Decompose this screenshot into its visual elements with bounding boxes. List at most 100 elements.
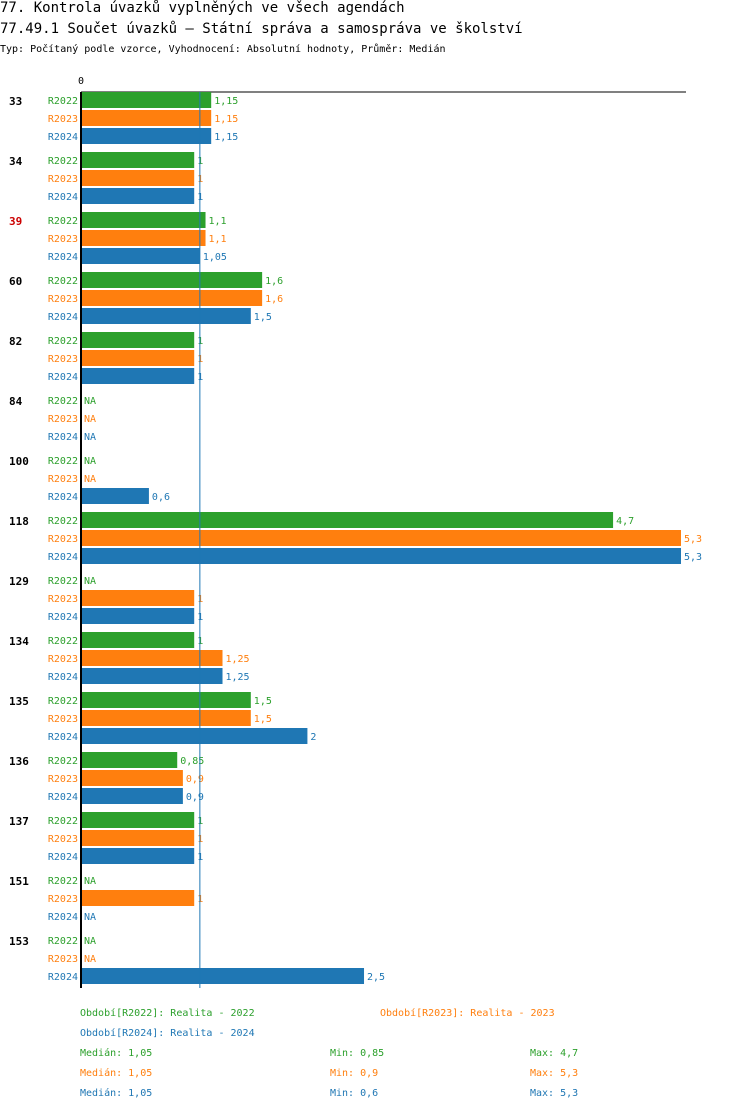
category-label-118: 118 xyxy=(9,515,29,528)
bar-33-R2023 xyxy=(81,110,212,126)
stat-max-r2022: Max: 4,7 xyxy=(530,1048,579,1059)
value-label-134-R2023: 1,25 xyxy=(226,654,250,665)
category-label-60: 60 xyxy=(9,275,22,288)
category-label-137: 137 xyxy=(9,815,29,828)
bar-82-R2024 xyxy=(81,368,195,384)
series-label-118-R2023: R2023 xyxy=(48,534,78,545)
series-label-118-R2022: R2022 xyxy=(48,516,78,527)
bar-118-R2024 xyxy=(81,548,681,564)
category-label-151: 151 xyxy=(9,875,29,888)
series-label-33-R2023: R2023 xyxy=(48,114,78,125)
bar-135-R2022 xyxy=(81,692,251,708)
bar-137-R2024 xyxy=(81,848,195,864)
bar-118-R2023 xyxy=(81,530,681,546)
stat-median-r2023: Medián: 1,05 xyxy=(80,1068,153,1079)
bar-60-R2023 xyxy=(81,290,263,306)
series-label-84-R2023: R2023 xyxy=(48,414,78,425)
series-label-60-R2022: R2022 xyxy=(48,276,78,287)
na-label-100-R2022: NA xyxy=(84,456,96,467)
series-label-39-R2022: R2022 xyxy=(48,216,78,227)
value-label-135-R2023: 1,5 xyxy=(254,714,272,725)
value-label-118-R2023: 5,3 xyxy=(684,534,702,545)
bar-129-R2024 xyxy=(81,608,195,624)
bar-39-R2022 xyxy=(81,212,206,228)
series-label-151-R2024: R2024 xyxy=(48,912,78,923)
series-label-134-R2022: R2022 xyxy=(48,636,78,647)
bar-129-R2023 xyxy=(81,590,195,606)
legend-r2023: Období[R2023]: Realita - 2023 xyxy=(380,1008,555,1019)
bar-60-R2024 xyxy=(81,308,251,324)
bar-100-R2024 xyxy=(81,488,149,504)
category-label-136: 136 xyxy=(9,755,29,768)
value-label-33-R2023: 1,15 xyxy=(214,114,238,125)
bar-34-R2022 xyxy=(81,152,195,168)
series-label-137-R2024: R2024 xyxy=(48,852,78,863)
bar-39-R2023 xyxy=(81,230,206,246)
legend-r2022: Období[R2022]: Realita - 2022 xyxy=(80,1008,255,1019)
value-label-153-R2024: 2,5 xyxy=(367,972,385,983)
series-label-60-R2023: R2023 xyxy=(48,294,78,305)
value-label-39-R2024: 1,05 xyxy=(203,252,227,263)
series-label-34-R2023: R2023 xyxy=(48,174,78,185)
series-label-129-R2023: R2023 xyxy=(48,594,78,605)
series-label-84-R2024: R2024 xyxy=(48,432,78,443)
stat-max-r2023: Max: 5,3 xyxy=(530,1068,579,1079)
bar-137-R2022 xyxy=(81,812,195,828)
series-label-137-R2023: R2023 xyxy=(48,834,78,845)
bar-151-R2023 xyxy=(81,890,195,906)
series-label-137-R2022: R2022 xyxy=(48,816,78,827)
series-label-82-R2024: R2024 xyxy=(48,372,78,383)
bar-136-R2022 xyxy=(81,752,178,768)
bar-136-R2024 xyxy=(81,788,183,804)
bar-137-R2023 xyxy=(81,830,195,846)
value-label-100-R2024: 0,6 xyxy=(152,492,170,503)
series-label-153-R2023: R2023 xyxy=(48,954,78,965)
value-label-60-R2023: 1,6 xyxy=(265,294,283,305)
value-label-136-R2023: 0,9 xyxy=(186,774,204,785)
series-label-39-R2024: R2024 xyxy=(48,252,78,263)
stat-min-r2023: Min: 0,9 xyxy=(330,1068,379,1079)
series-label-82-R2023: R2023 xyxy=(48,354,78,365)
value-label-39-R2022: 1,1 xyxy=(209,216,227,227)
series-label-84-R2022: R2022 xyxy=(48,396,78,407)
value-label-33-R2022: 1,15 xyxy=(214,96,238,107)
series-label-136-R2024: R2024 xyxy=(48,792,78,803)
value-label-135-R2022: 1,5 xyxy=(254,696,272,707)
stat-min-r2024: Min: 0,6 xyxy=(330,1088,379,1099)
bar-134-R2022 xyxy=(81,632,195,648)
na-label-151-R2022: NA xyxy=(84,876,96,887)
stat-min-r2022: Min: 0,85 xyxy=(330,1048,385,1059)
series-label-136-R2022: R2022 xyxy=(48,756,78,767)
category-label-33: 33 xyxy=(9,95,22,108)
category-label-34: 34 xyxy=(9,155,23,168)
na-label-129-R2022: NA xyxy=(84,576,96,587)
bar-60-R2022 xyxy=(81,272,263,288)
category-label-82: 82 xyxy=(9,335,22,348)
value-label-60-R2022: 1,6 xyxy=(265,276,283,287)
series-label-33-R2024: R2024 xyxy=(48,132,78,143)
value-label-136-R2022: 0,85 xyxy=(180,756,204,767)
bar-134-R2023 xyxy=(81,650,223,666)
stat-max-r2024: Max: 5,3 xyxy=(530,1088,579,1099)
bar-33-R2024 xyxy=(81,128,212,144)
series-label-151-R2023: R2023 xyxy=(48,894,78,905)
category-label-39: 39 xyxy=(9,215,22,228)
series-label-134-R2024: R2024 xyxy=(48,672,78,683)
na-label-153-R2023: NA xyxy=(84,954,96,965)
bar-135-R2024 xyxy=(81,728,308,744)
series-label-39-R2023: R2023 xyxy=(48,234,78,245)
series-label-135-R2022: R2022 xyxy=(48,696,78,707)
legend-r2024: Období[R2024]: Realita - 2024 xyxy=(80,1028,255,1039)
series-label-82-R2022: R2022 xyxy=(48,336,78,347)
bar-136-R2023 xyxy=(81,770,183,786)
series-label-34-R2024: R2024 xyxy=(48,192,78,203)
bar-135-R2023 xyxy=(81,710,251,726)
bar-34-R2023 xyxy=(81,170,195,186)
series-label-151-R2022: R2022 xyxy=(48,876,78,887)
series-label-118-R2024: R2024 xyxy=(48,552,78,563)
bar-chart: 033R20221,15R20231,15R20241,1534R20221R2… xyxy=(9,76,702,988)
series-label-129-R2024: R2024 xyxy=(48,612,78,623)
bar-33-R2022 xyxy=(81,92,212,108)
stat-median-r2024: Medián: 1,05 xyxy=(80,1088,153,1099)
value-label-136-R2024: 0,9 xyxy=(186,792,204,803)
